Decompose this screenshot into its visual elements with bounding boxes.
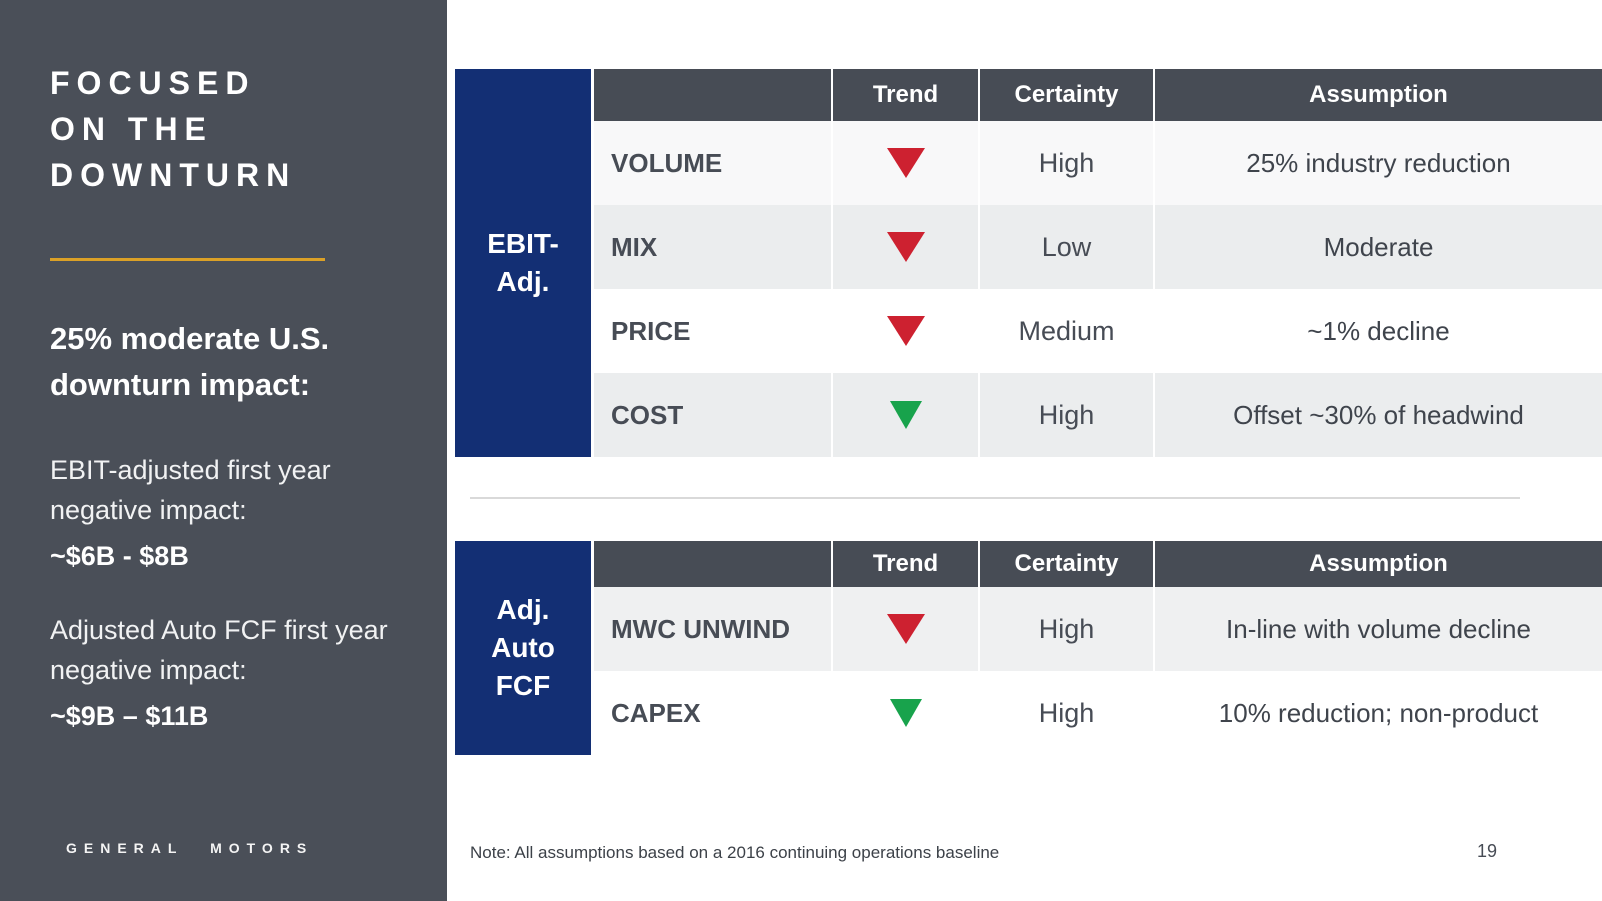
down-triangle-icon <box>889 699 922 727</box>
trend-cell <box>831 373 978 457</box>
adj-auto-fcf-table-label: Adj. Auto FCF <box>455 541 591 755</box>
trend-cell <box>831 205 978 289</box>
certainty-value: High <box>978 671 1153 755</box>
down-triangle-icon <box>886 232 925 262</box>
sidebar: FOCUSED ON THE DOWNTURN 25% moderate U.S… <box>0 0 447 901</box>
down-triangle-icon <box>886 148 925 178</box>
certainty-value: High <box>978 373 1153 457</box>
certainty-value: Low <box>978 205 1153 289</box>
assumption-value: 25% industry reduction <box>1153 121 1602 205</box>
row-name: MWC UNWIND <box>594 587 831 671</box>
assumption-value: ~1% decline <box>1153 289 1602 373</box>
page-number: 19 <box>1477 841 1498 861</box>
general-motors-wordmark: GENERAL MOTORS <box>66 840 314 856</box>
certainty-value: Medium <box>978 289 1153 373</box>
certainty-value: High <box>978 587 1153 671</box>
row-name: COST <box>594 373 831 457</box>
fcf-impact-value: ~$9B – $11B <box>50 701 209 731</box>
row-name: PRICE <box>594 289 831 373</box>
page-title: FOCUSED ON THE DOWNTURN <box>50 65 297 193</box>
ebit-impact-value: ~$6B - $8B <box>50 541 189 571</box>
column-header-certainty: Certainty <box>978 541 1153 587</box>
assumption-value: 10% reduction; non-product <box>1153 671 1602 755</box>
trend-cell <box>831 121 978 205</box>
column-header-assumption: Assumption <box>1153 541 1602 587</box>
trend-cell <box>831 587 978 671</box>
column-header-assumption: Assumption <box>1153 69 1602 121</box>
fcf-impact-paragraph: Adjusted Auto FCF first year negative im… <box>50 610 415 736</box>
tables-divider <box>470 497 1520 499</box>
down-triangle-icon <box>889 401 922 429</box>
ebit-impact-paragraph: EBIT-adjusted first year negative impact… <box>50 450 415 576</box>
column-header-blank <box>594 69 831 121</box>
ebit-adj-table: EBIT- Adj. Trend Certainty Assumption VO… <box>455 69 1602 457</box>
row-name: CAPEX <box>594 671 831 755</box>
down-triangle-icon <box>886 316 925 346</box>
fcf-impact-label: Adjusted Auto FCF first year negative im… <box>50 615 388 685</box>
certainty-value: High <box>978 121 1153 205</box>
impact-heading: 25% moderate U.S. downturn impact: <box>50 321 330 402</box>
ebit-impact-label: EBIT-adjusted first year negative impact… <box>50 455 331 525</box>
accent-rule <box>50 258 325 261</box>
column-header-certainty: Certainty <box>978 69 1153 121</box>
down-triangle-icon <box>886 614 925 644</box>
column-header-trend: Trend <box>831 69 978 121</box>
adj-auto-fcf-table: Adj. Auto FCF Trend Certainty Assumption… <box>455 541 1602 755</box>
assumption-value: Offset ~30% of headwind <box>1153 373 1602 457</box>
ebit-adj-table-label: EBIT- Adj. <box>455 69 591 457</box>
note-text: Note: All assumptions based on a 2016 co… <box>470 843 1000 862</box>
trend-cell <box>831 289 978 373</box>
column-header-trend: Trend <box>831 541 978 587</box>
assumption-value: In-line with volume decline <box>1153 587 1602 671</box>
trend-cell <box>831 671 978 755</box>
column-header-blank <box>594 541 831 587</box>
row-name: VOLUME <box>594 121 831 205</box>
row-name: MIX <box>594 205 831 289</box>
assumption-value: Moderate <box>1153 205 1602 289</box>
